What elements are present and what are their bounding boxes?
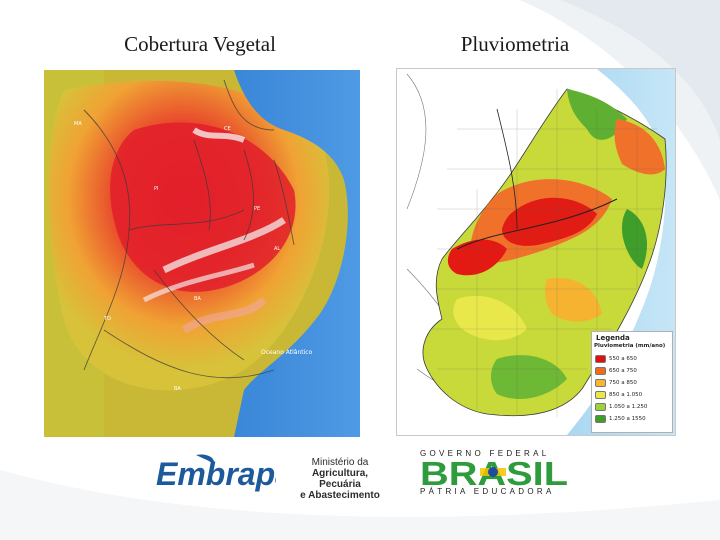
legend-label: 1.050 a 1.250 xyxy=(609,403,648,410)
legend-swatch xyxy=(595,354,606,363)
legend-item: 1.050 a 1.250 xyxy=(595,402,647,411)
legend-label: 750 a 850 xyxy=(609,379,637,386)
ministry-line1: Ministério da xyxy=(311,457,369,468)
rainfall-legend: Legenda Pluviometria (mm/ano) 550 a 650 … xyxy=(591,331,673,433)
title-vegetation-cover: Cobertura Vegetal xyxy=(124,32,276,56)
legend-item: 750 a 850 xyxy=(595,378,637,387)
legend-label: 550 a 650 xyxy=(609,355,637,362)
svg-text:PE: PE xyxy=(254,206,260,212)
svg-text:CE: CE xyxy=(224,126,231,132)
embrapa-logo-icon: Embrapa xyxy=(156,454,276,492)
ministry-line2: Agricultura, Pecuária xyxy=(311,468,369,490)
legend-swatch xyxy=(595,402,606,411)
svg-text:TO: TO xyxy=(103,316,111,322)
legend-label: 650 a 750 xyxy=(609,367,637,374)
brasil-gov-logo-icon: BRASIL xyxy=(420,458,568,488)
vegetation-map-graphic: MA PI CE PE BA AL TO BA xyxy=(44,70,360,437)
embrapa-wordmark: Embrapa xyxy=(156,456,276,492)
legend-title: Legenda xyxy=(596,334,630,342)
gov-top-text: GOVERNO FEDERAL xyxy=(420,449,550,458)
legend-swatch xyxy=(595,390,606,399)
svg-text:AL: AL xyxy=(274,246,280,252)
ministry-label: Ministério da Agricultura, Pecuária e Ab… xyxy=(290,457,390,501)
legend-swatch xyxy=(595,414,606,423)
legend-item: 850 a 1.050 xyxy=(595,390,642,399)
vegetation-cover-map: MA PI CE PE BA AL TO BA Oceano Atlântico xyxy=(44,70,360,437)
legend-item: 1.250 a 1550 xyxy=(595,414,646,423)
legend-label: 1.250 a 1550 xyxy=(609,415,646,422)
legend-swatch xyxy=(595,366,606,375)
svg-text:BA: BA xyxy=(194,296,201,302)
legend-item: 550 a 650 xyxy=(595,354,637,363)
svg-text:BA: BA xyxy=(174,386,181,392)
ministry-line3: e Abastecimento xyxy=(300,490,380,501)
svg-text:PI: PI xyxy=(154,186,159,192)
title-rainfall: Pluviometria xyxy=(460,32,570,56)
legend-label: 850 a 1.050 xyxy=(609,391,643,398)
svg-text:MA: MA xyxy=(74,121,82,127)
ocean-label: Oceano Atlântico xyxy=(261,349,313,356)
legend-swatch xyxy=(595,378,606,387)
legend-subtitle: Pluviometria (mm/ano) xyxy=(594,343,666,349)
legend-item: 650 a 750 xyxy=(595,366,637,375)
gov-bottom-text: PÁTRIA EDUCADORA xyxy=(420,487,555,496)
